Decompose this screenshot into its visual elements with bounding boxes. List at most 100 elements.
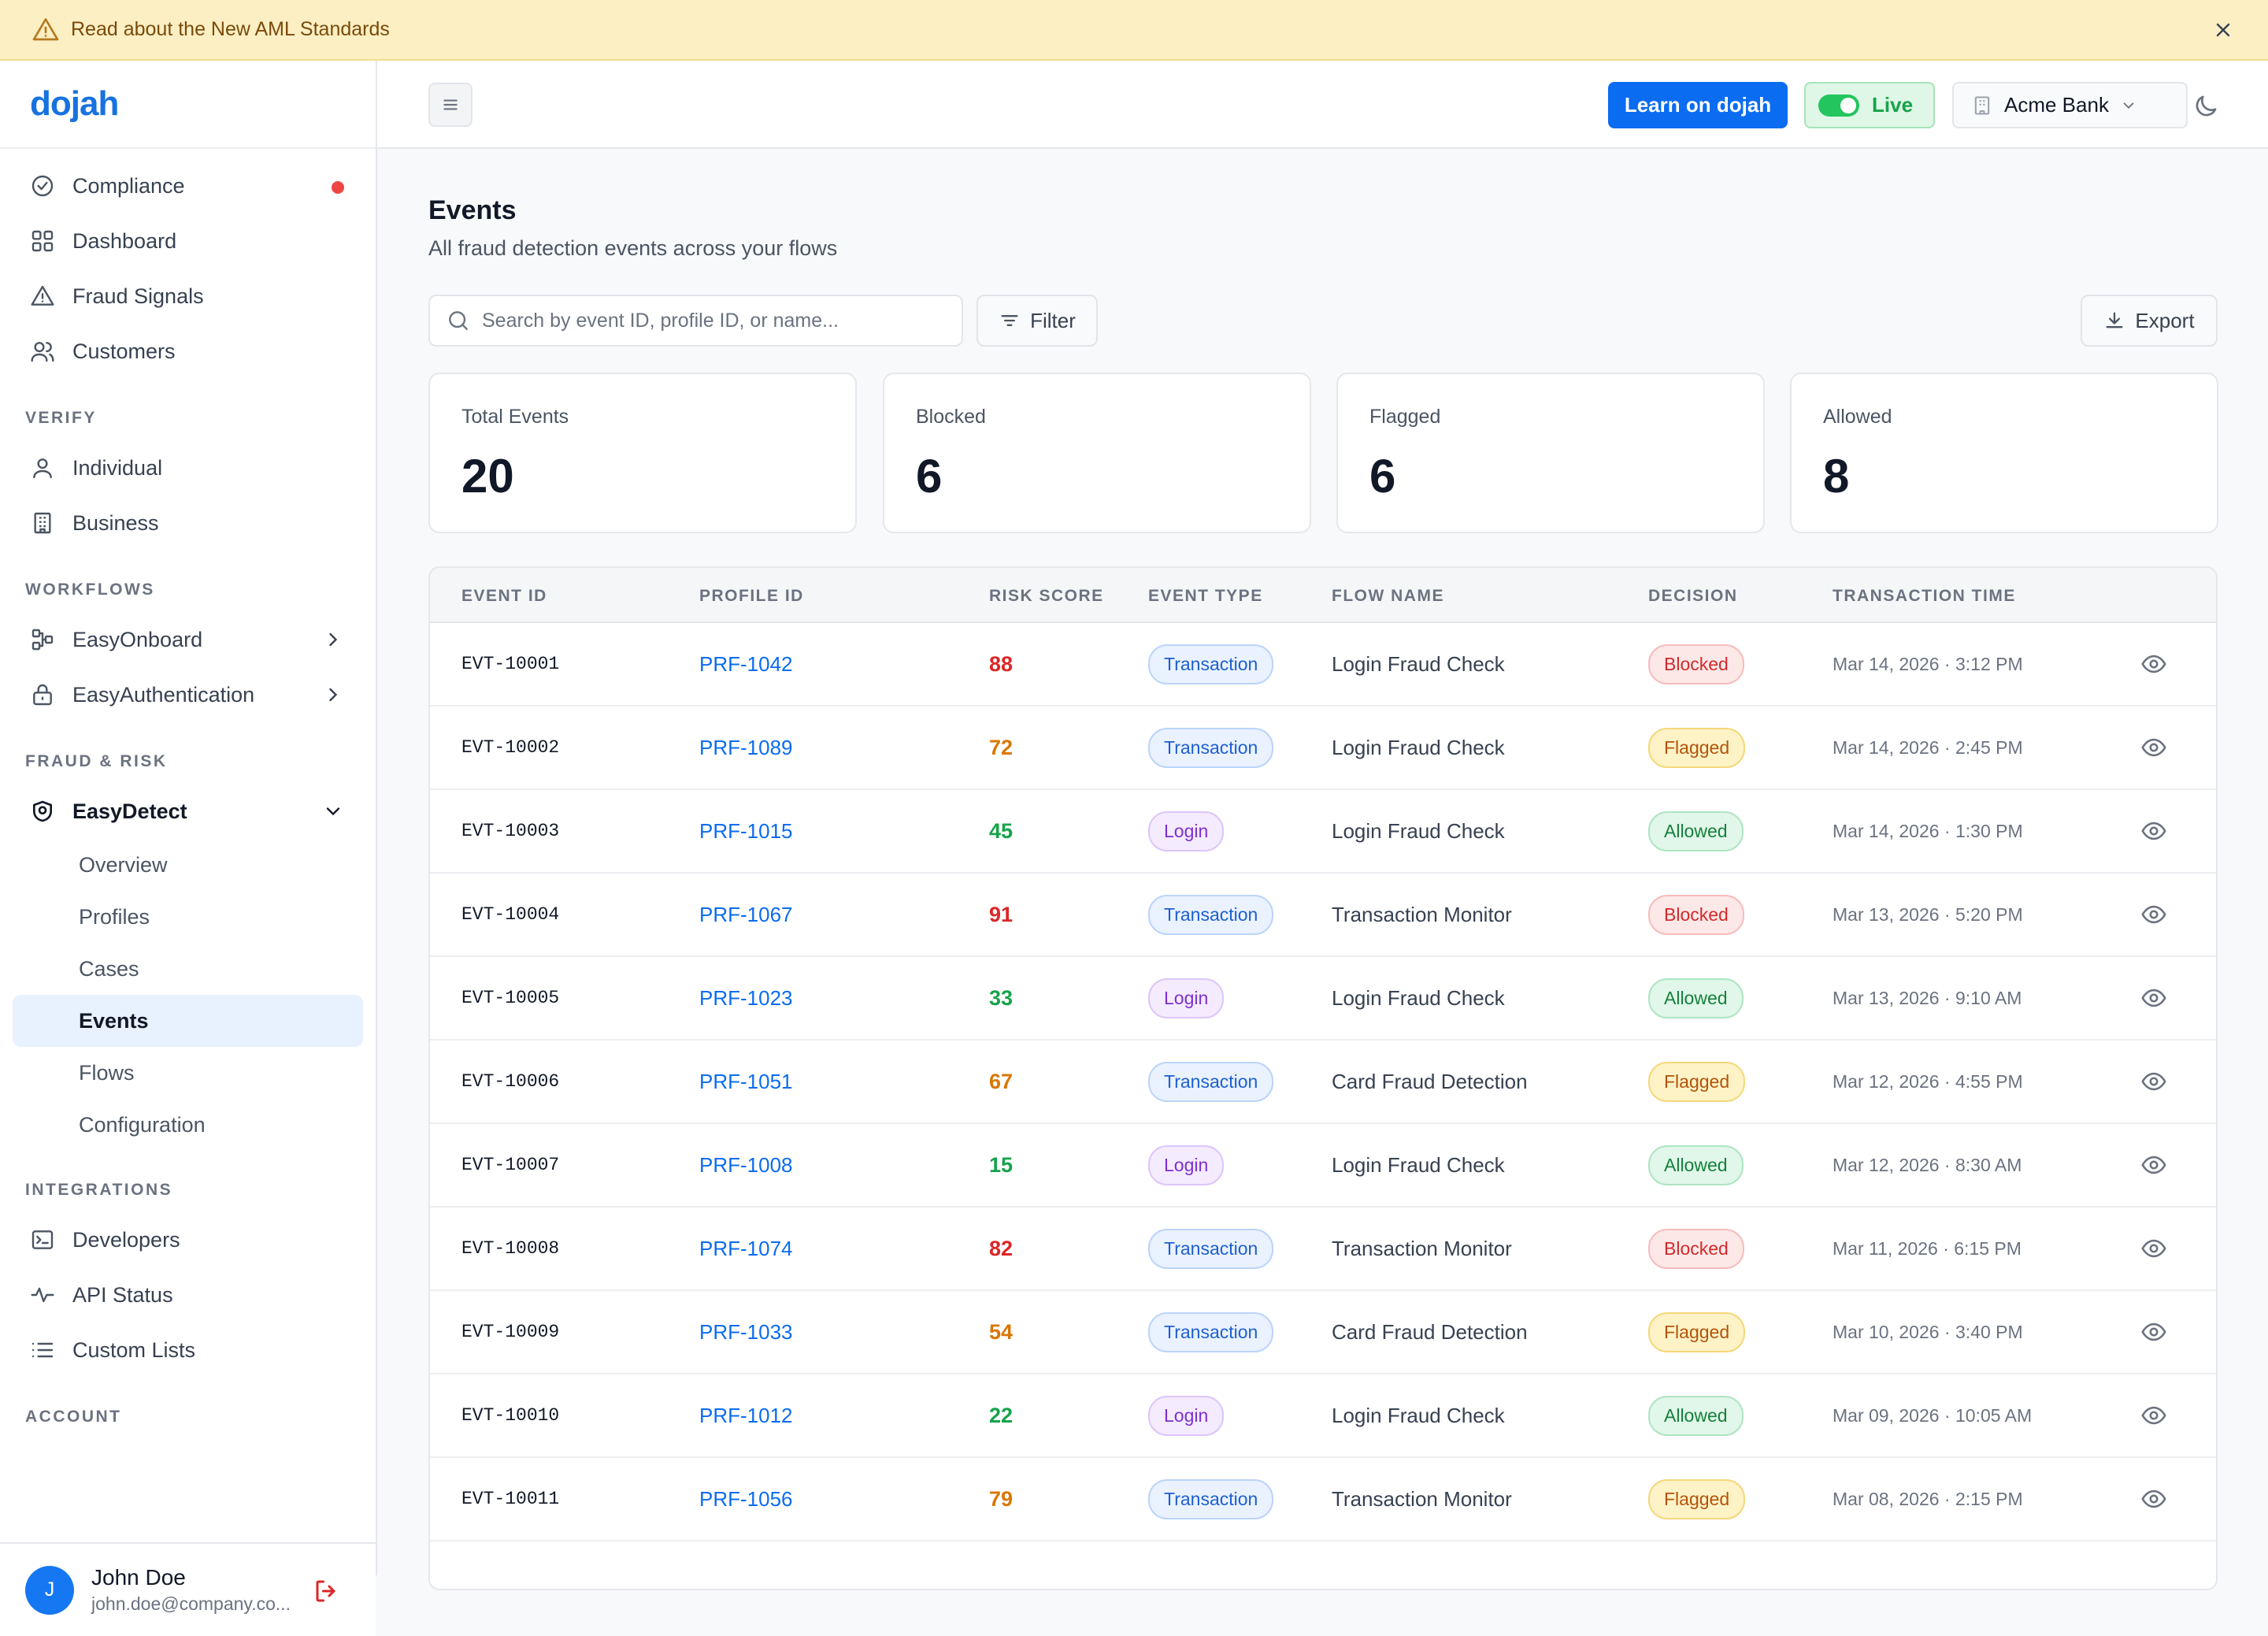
profile-id-link[interactable]: PRF-1089 [699, 735, 793, 759]
activity-icon [28, 1281, 57, 1309]
profile-id-link[interactable]: PRF-1015 [699, 818, 793, 843]
column-header-transaction-time[interactable]: TRANSACTION TIME [1833, 587, 2016, 605]
risk-score: 88 [989, 651, 1014, 676]
profile-id-link[interactable]: PRF-1056 [699, 1486, 793, 1511]
eye-icon [2140, 651, 2167, 677]
profile-id-link[interactable]: PRF-1074 [699, 1236, 793, 1260]
view-event-button[interactable] [2140, 1124, 2167, 1206]
decision-cell: Blocked [1648, 1208, 1744, 1289]
sidebar-subitem-cases[interactable]: Cases [79, 956, 139, 981]
table-row[interactable]: EVT-10011 PRF-1056 79 Transaction Transactio… [430, 1458, 2216, 1541]
decision-badge: Flagged [1648, 1478, 1746, 1519]
profile-id-link[interactable]: PRF-1023 [699, 985, 793, 1010]
chevron-right-icon [322, 629, 344, 651]
list-icon [28, 1336, 57, 1364]
sidebar-item-easydetect[interactable]: EasyDetect [0, 784, 376, 839]
view-event-button[interactable] [2140, 1458, 2167, 1540]
event-type-cell: Transaction [1148, 874, 1274, 955]
toggle-switch[interactable] [1818, 94, 1859, 117]
sidebar-subitem-flows[interactable]: Flows [79, 1060, 135, 1085]
stat-card-allowed: Allowed 8 [1790, 373, 2218, 533]
organization-selector[interactable]: Acme Bank [1952, 82, 2188, 128]
view-event-button[interactable] [2140, 1041, 2167, 1122]
view-event-button[interactable] [2140, 790, 2167, 872]
search-box[interactable] [428, 295, 963, 347]
filter-button[interactable]: Filter [976, 295, 1098, 347]
sidebar-subitem-overview[interactable]: Overview [79, 852, 168, 877]
sidebar-subitem-configuration[interactable]: Configuration [79, 1112, 206, 1137]
profile-id-link[interactable]: PRF-1042 [699, 651, 793, 676]
profile-id-link[interactable]: PRF-1067 [699, 902, 793, 926]
sidebar-item-dashboard[interactable]: Dashboard [0, 213, 376, 269]
transaction-time: Mar 09, 2026 · 10:05 AM [1833, 1404, 2033, 1426]
sidebar-item-customers[interactable]: Customers [0, 324, 376, 379]
decision-cell: Flagged [1648, 707, 1746, 788]
table-row[interactable]: EVT-10002 PRF-1089 72 Transaction Login Frau… [430, 707, 2216, 790]
eye-icon [2140, 901, 2167, 928]
table-row[interactable]: EVT-10010 PRF-1012 22 Login Login Fraud Chec… [430, 1374, 2216, 1458]
export-button[interactable]: Export [2081, 295, 2218, 347]
view-event-button[interactable] [2140, 874, 2167, 955]
moon-icon[interactable] [2192, 92, 2220, 121]
table-row[interactable]: EVT-10001 PRF-1042 88 Transaction Login Frau… [430, 623, 2216, 707]
table-row[interactable]: EVT-10007 PRF-1008 15 Login Login Fraud Chec… [430, 1124, 2216, 1208]
view-event-button[interactable] [2140, 957, 2167, 1039]
shield-icon [28, 797, 57, 825]
table-row[interactable]: EVT-10005 PRF-1023 33 Login Login Fraud Chec… [430, 957, 2216, 1041]
profile-id-link[interactable]: PRF-1008 [699, 1152, 793, 1177]
sidebar-item-label: EasyDetect [72, 799, 187, 823]
column-header-flow-name[interactable]: FLOW NAME [1332, 587, 1444, 605]
user-email: john.doe@company.co... [91, 1593, 291, 1614]
live-mode-toggle[interactable]: Live [1804, 82, 1935, 128]
event-id: EVT-10006 [461, 1071, 560, 1092]
column-header-event-id[interactable]: EVENT ID [461, 587, 547, 605]
sidebar-item-api-status[interactable]: API Status [0, 1267, 376, 1323]
learn-button[interactable]: Learn on dojah [1608, 82, 1788, 128]
view-event-button[interactable] [2140, 1291, 2167, 1373]
sidebar-subitem-events[interactable]: Events [13, 995, 363, 1047]
sidebar-item-developers[interactable]: Developers [0, 1212, 376, 1267]
table-row[interactable]: EVT-10003 PRF-1015 45 Login Login Fraud Chec… [430, 790, 2216, 874]
menu-toggle-button[interactable] [428, 83, 472, 127]
column-header-risk-score[interactable]: RISK SCORE [989, 587, 1104, 605]
view-event-button[interactable] [2140, 1374, 2167, 1456]
event-type-badge: Login [1148, 978, 1225, 1018]
profile-id-link[interactable]: PRF-1012 [699, 1403, 793, 1427]
table-row[interactable]: EVT-10006 PRF-1051 67 Transaction Card Fraud… [430, 1041, 2216, 1124]
sidebar-item-easyonboard[interactable]: EasyOnboard [0, 612, 376, 667]
close-icon[interactable] [2210, 17, 2236, 43]
user-profile[interactable]: J John Doe john.doe@company.co... [0, 1542, 376, 1636]
logout-icon[interactable] [313, 1577, 341, 1605]
sidebar-item-easyauthentication[interactable]: EasyAuthentication [0, 667, 376, 722]
logo[interactable]: dojah [0, 61, 376, 149]
filter-icon [999, 310, 1030, 332]
view-event-button[interactable] [2140, 623, 2167, 705]
users-icon [28, 337, 57, 365]
column-header-event-type[interactable]: EVENT TYPE [1148, 587, 1263, 605]
sidebar-subitem-profiles[interactable]: Profiles [79, 904, 150, 929]
search-input[interactable] [482, 309, 939, 332]
sidebar-item-fraud-signals[interactable]: Fraud Signals [0, 269, 376, 324]
check-circle-icon [28, 172, 57, 200]
view-event-button[interactable] [2140, 707, 2167, 788]
sidebar-item-label: API Status [72, 1282, 173, 1307]
view-event-button[interactable] [2140, 1208, 2167, 1289]
lock-icon [28, 681, 57, 709]
workflow-icon [28, 625, 57, 654]
table-header: EVENT ID PROFILE ID RISK SCORE EVENT TYP… [430, 568, 2216, 623]
table-row[interactable]: EVT-10004 PRF-1067 91 Transaction Transactio… [430, 874, 2216, 957]
profile-id-link[interactable]: PRF-1051 [699, 1069, 793, 1093]
flow-name: Transaction Monitor [1332, 1486, 1512, 1511]
column-header-decision[interactable]: DECISION [1648, 587, 1738, 605]
sidebar-item-business[interactable]: Business [0, 495, 376, 551]
sidebar-item-custom-lists[interactable]: Custom Lists [0, 1323, 376, 1378]
sidebar-item-compliance[interactable]: Compliance [0, 158, 376, 213]
table-row[interactable]: EVT-10008 PRF-1074 82 Transaction Transactio… [430, 1208, 2216, 1291]
banner-link[interactable]: Read about the New AML Standards [71, 18, 390, 40]
profile-id-link[interactable]: PRF-1033 [699, 1319, 793, 1344]
column-header-profile-id[interactable]: PROFILE ID [699, 587, 804, 605]
section-fraud-risk: FRAUD & RISK [25, 752, 168, 770]
sidebar-item-individual[interactable]: Individual [0, 440, 376, 495]
table-row[interactable]: EVT-10009 PRF-1033 54 Transaction Card Fraud… [430, 1291, 2216, 1374]
eye-icon [2140, 1319, 2167, 1345]
